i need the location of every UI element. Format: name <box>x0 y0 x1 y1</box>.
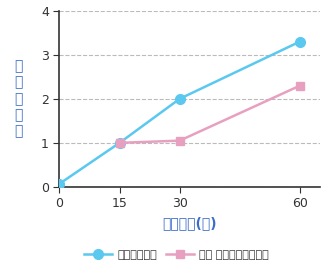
ザルクリーン <box>298 40 302 43</box>
ザルクリーン <box>117 141 121 144</box>
ザルクリーン <box>178 97 182 100</box>
ザルクリーン <box>57 182 61 185</box>
Line: ザルクリーン: ザルクリーン <box>54 37 305 189</box>
日局 消毒用エタノール <box>178 139 182 142</box>
Legend: ザルクリーン, 日局 消毒用エタノール: ザルクリーン, 日局 消毒用エタノール <box>80 245 274 264</box>
Line: 日局 消毒用エタノール: 日局 消毒用エタノール <box>115 81 304 147</box>
Y-axis label: 対
数
減
少
値: 対 数 減 少 値 <box>15 59 23 138</box>
日局 消毒用エタノール <box>117 141 121 144</box>
日局 消毒用エタノール <box>298 84 302 87</box>
X-axis label: 作用時間(秒): 作用時間(秒) <box>162 216 217 230</box>
